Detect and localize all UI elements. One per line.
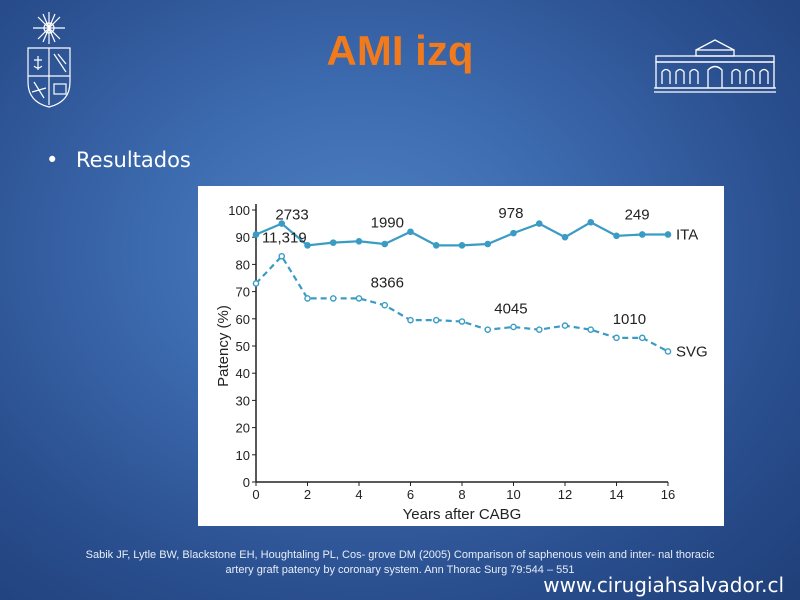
- citation: Sabik JF, Lytle BW, Blackstone EH, Hough…: [20, 548, 780, 578]
- series-label-ita: ITA: [676, 226, 698, 243]
- data-point-ita: [278, 220, 286, 227]
- count-annotation: 2733: [275, 207, 308, 224]
- series-line-ita: [255, 220, 668, 247]
- count-annotation: 1990: [371, 215, 404, 232]
- y-tick-label: 100: [228, 203, 250, 218]
- data-point-svg: [278, 252, 286, 260]
- bullet-dot-icon: •: [46, 148, 59, 172]
- x-tick-label: 12: [558, 487, 572, 502]
- data-point-ita: [484, 240, 492, 248]
- x-tick-label: 16: [661, 487, 675, 502]
- data-point-ita: [664, 231, 672, 238]
- x-tick-label: 4: [355, 487, 362, 502]
- data-point-svg: [613, 334, 620, 342]
- data-point-ita: [458, 242, 466, 249]
- count-annotation: 8366: [371, 275, 404, 292]
- y-tick-label: 10: [236, 448, 250, 463]
- data-point-svg: [638, 334, 646, 342]
- y-tick-label: 90: [236, 230, 250, 245]
- bullet-item: • Resultados: [46, 146, 191, 174]
- patency-chart-svg: 0 10 20 30 40 50 60 70 80 90 100 0 2 4 6 8 10 12 14 16 Years…: [215, 203, 708, 523]
- data-point-svg: [664, 348, 672, 355]
- y-axis-title: Patency (%): [215, 305, 232, 387]
- x-axis-title: Years after CABG: [403, 506, 522, 523]
- data-point-ita: [432, 242, 440, 249]
- data-point-svg: [381, 301, 389, 309]
- bullet-text: Resultados: [76, 148, 191, 172]
- data-point-ita: [381, 240, 389, 248]
- data-point-ita: [638, 231, 646, 238]
- data-point-ita: [355, 237, 363, 245]
- data-point-svg: [535, 326, 543, 333]
- data-point-svg: [458, 318, 466, 325]
- data-point-svg: [510, 323, 517, 331]
- patency-chart: 0 10 20 30 40 50 60 70 80 90 100 0 2 4 6 8 10 12 14 16 Years…: [198, 186, 724, 526]
- data-point-ita: [535, 220, 543, 227]
- x-tick-label: 10: [506, 487, 520, 502]
- data-point-svg: [355, 295, 363, 302]
- y-tick-label: 80: [236, 257, 250, 272]
- x-tick-label: 6: [407, 487, 414, 502]
- x-tick-label: 2: [304, 487, 311, 502]
- data-point-ita: [510, 229, 517, 237]
- count-annotation: 1010: [613, 311, 646, 328]
- x-tick-label: 8: [458, 487, 465, 502]
- y-tick-label: 70: [236, 285, 250, 300]
- data-point-ita: [407, 228, 414, 236]
- y-tick-label: 20: [236, 421, 250, 436]
- y-tick-label: 50: [236, 339, 250, 354]
- sun-rays-icon: [33, 12, 65, 44]
- data-point-svg: [587, 326, 595, 333]
- website-url: www.cirugiahsalvador.cl: [543, 573, 784, 597]
- y-tick-label: 40: [236, 366, 250, 381]
- data-point-ita: [304, 242, 311, 249]
- data-point-svg: [484, 326, 492, 333]
- data-point-ita: [329, 239, 337, 246]
- data-point-svg: [329, 295, 337, 302]
- count-annotation: 249: [625, 207, 650, 224]
- series-line-svg: [255, 254, 669, 353]
- hospital-building-logo: [654, 39, 776, 93]
- data-point-ita: [587, 218, 595, 226]
- university-crest-logo: [27, 12, 71, 108]
- count-annotation: 978: [498, 205, 523, 222]
- slide-title: AMI izq: [326, 27, 474, 74]
- x-tick-label: 0: [252, 487, 259, 502]
- data-point-ita: [613, 232, 620, 240]
- series-label-svg: SVG: [676, 343, 708, 360]
- data-point-svg: [304, 295, 311, 302]
- citation-line-2: artery graft patency by coronary system.…: [225, 564, 575, 576]
- data-point-ita: [252, 231, 260, 238]
- x-tick-label: 14: [609, 487, 623, 502]
- count-annotation: 11,319: [262, 230, 307, 247]
- citation-line-1: Sabik JF, Lytle BW, Blackstone EH, Hough…: [85, 549, 715, 561]
- y-tick-label: 30: [236, 393, 250, 408]
- data-point-ita: [561, 233, 569, 241]
- count-annotation: 4045: [494, 300, 527, 317]
- data-point-svg: [252, 280, 260, 287]
- y-tick-label: 0: [243, 475, 250, 490]
- data-point-svg: [561, 322, 569, 329]
- y-tick-label: 60: [236, 312, 250, 327]
- data-point-svg: [407, 316, 414, 324]
- data-point-svg: [432, 316, 440, 324]
